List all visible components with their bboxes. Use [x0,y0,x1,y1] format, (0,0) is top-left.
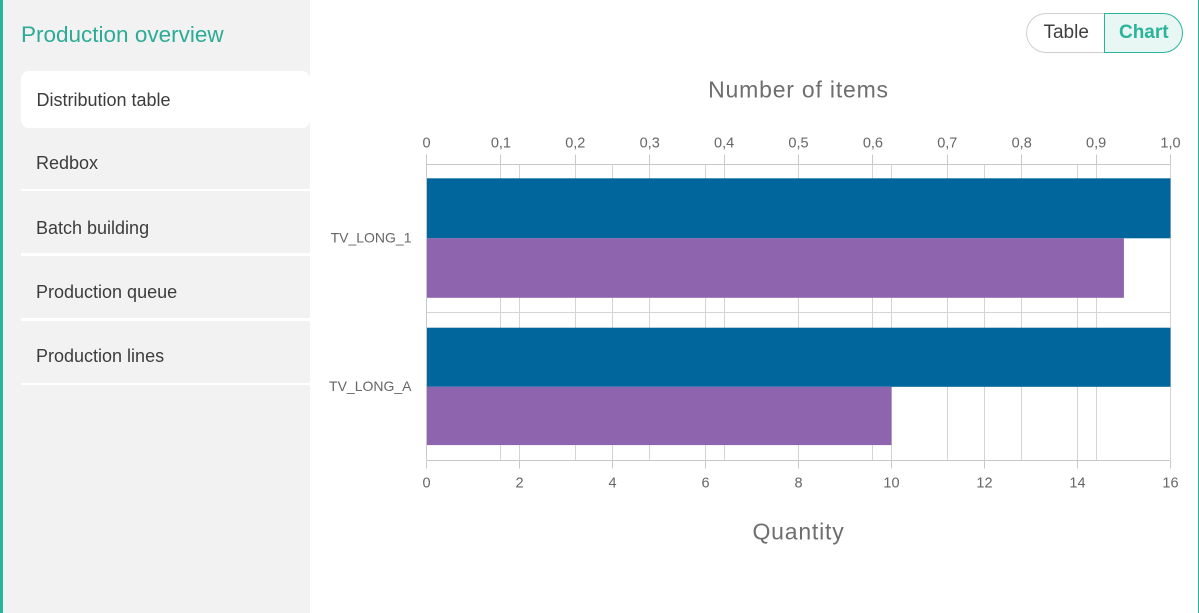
svg-text:0,1: 0,1 [491,136,511,152]
svg-text:0,3: 0,3 [640,136,660,152]
svg-text:0: 0 [422,136,430,152]
svg-text:TV_LONG_A: TV_LONG_A [329,378,412,394]
svg-text:8: 8 [794,476,802,492]
svg-text:Quantity: Quantity [752,519,844,545]
svg-text:0,9: 0,9 [1086,136,1106,152]
svg-text:14: 14 [1069,476,1085,492]
svg-text:0,4: 0,4 [714,136,734,152]
svg-text:2: 2 [515,476,523,492]
svg-text:0,6: 0,6 [863,136,883,152]
svg-text:0,5: 0,5 [788,136,808,152]
svg-text:0,2: 0,2 [565,136,585,152]
svg-text:0,7: 0,7 [937,136,957,152]
svg-text:10: 10 [883,476,899,492]
svg-text:4: 4 [608,476,616,492]
svg-text:0: 0 [422,476,430,492]
svg-text:6: 6 [701,476,709,492]
svg-text:12: 12 [976,476,992,492]
svg-text:TV_LONG_1: TV_LONG_1 [331,230,412,246]
svg-text:0,8: 0,8 [1012,136,1032,152]
svg-text:1,0: 1,0 [1160,136,1180,152]
svg-text:16: 16 [1162,476,1178,492]
svg-text:Number of items: Number of items [708,77,889,103]
